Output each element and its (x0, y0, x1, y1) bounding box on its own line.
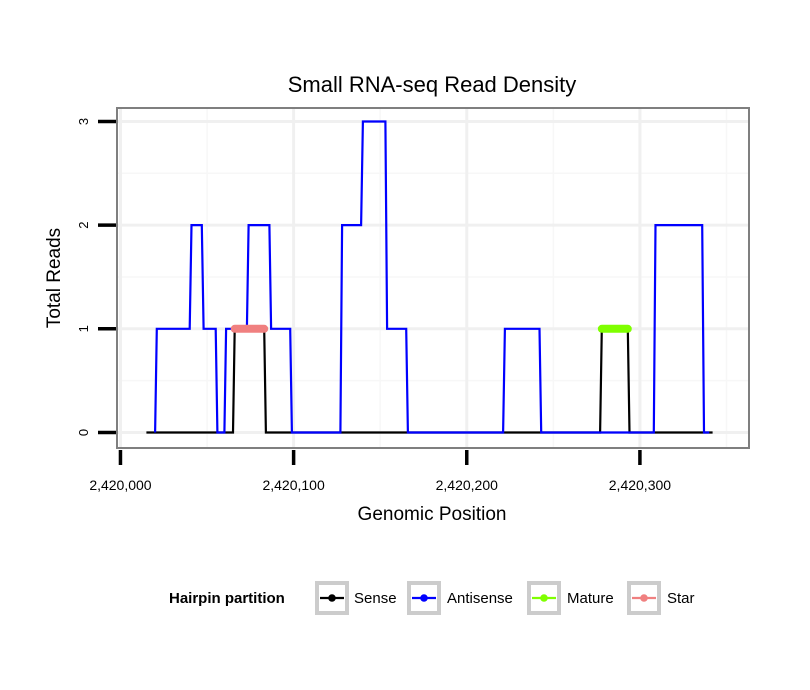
y-axis-title: Total Reads (44, 228, 65, 328)
plot-panel (116, 107, 750, 449)
axes: 2,420,000 2,420,100 2,420,200 2,420,300 0 1 2 3 (76, 118, 671, 493)
x-tick-label: 2,420,200 (436, 477, 498, 493)
y-tick-label: 1 (76, 325, 91, 332)
legend-key-point-antisense (420, 594, 428, 602)
x-tick-label: 2,420,300 (609, 477, 671, 493)
y-tick-label: 3 (76, 118, 91, 125)
x-axis-title: Genomic Position (358, 504, 507, 525)
x-tick-label: 2,420,100 (262, 477, 324, 493)
legend-title: Hairpin partition (169, 590, 285, 607)
series-antisense-line (154, 120, 710, 434)
legend-label-antisense: Antisense (447, 590, 513, 607)
legend-key-point-mature (540, 594, 548, 602)
y-tick-label: 0 (76, 429, 91, 436)
legend-label-mature: Mature (567, 590, 614, 607)
legend-label-sense: Sense (354, 590, 397, 607)
legend-label-star: Star (667, 590, 695, 607)
chart-title: Small RNA-seq Read Density (288, 72, 577, 97)
x-tick-label: 2,420,000 (89, 477, 151, 493)
series-lines (146, 120, 713, 434)
y-tick-label: 2 (76, 221, 91, 228)
legend: Hairpin partition Sense Antisense Mature St… (169, 581, 695, 615)
legend-key-point-sense (328, 594, 336, 602)
legend-key-point-star (640, 594, 648, 602)
grid (118, 109, 748, 447)
